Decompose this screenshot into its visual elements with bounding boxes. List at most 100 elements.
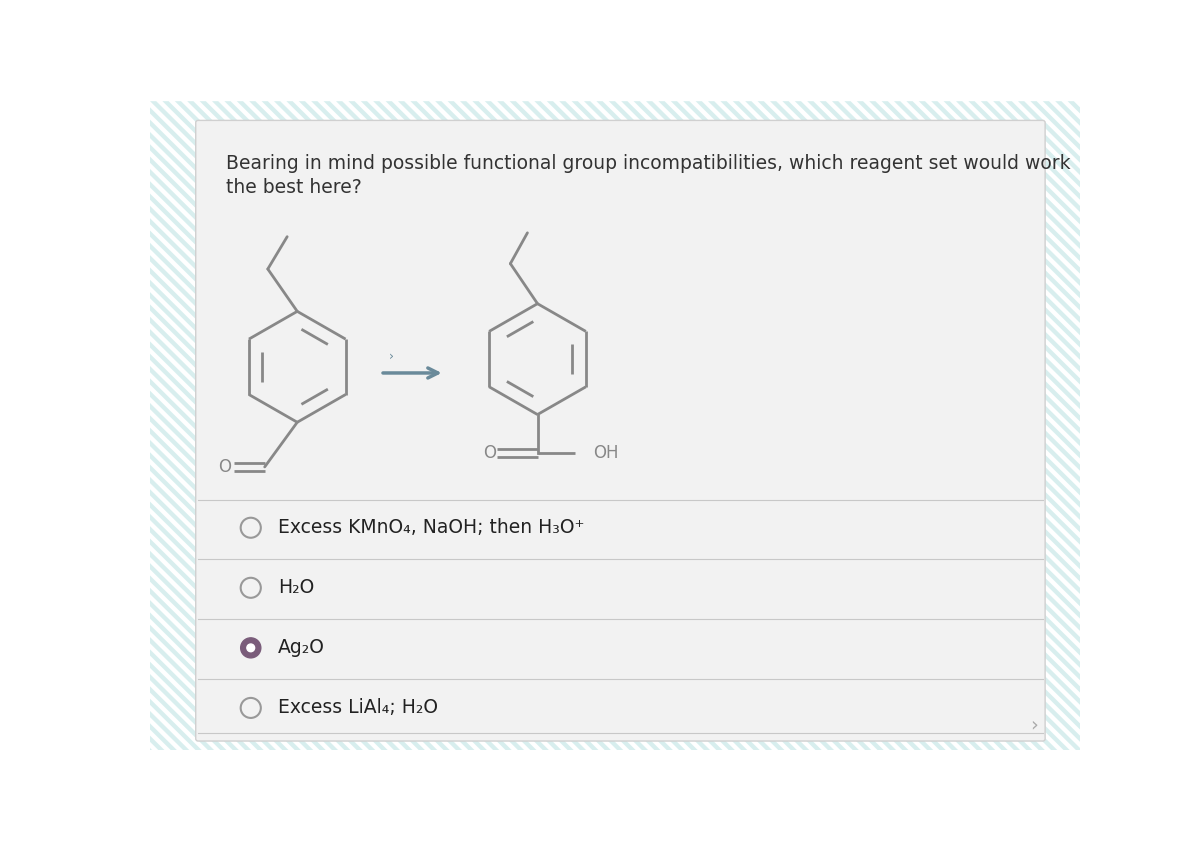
Polygon shape — [0, 101, 574, 750]
Polygon shape — [0, 101, 215, 750]
Polygon shape — [311, 101, 971, 750]
Polygon shape — [1092, 101, 1200, 750]
Polygon shape — [1043, 101, 1200, 750]
Polygon shape — [0, 101, 227, 750]
Polygon shape — [808, 101, 1200, 750]
Polygon shape — [1117, 101, 1200, 750]
Polygon shape — [1154, 101, 1200, 750]
Text: the best here?: the best here? — [226, 178, 361, 197]
Polygon shape — [162, 101, 822, 750]
Polygon shape — [720, 101, 1200, 750]
Polygon shape — [0, 101, 425, 750]
Polygon shape — [250, 101, 908, 750]
Polygon shape — [460, 101, 1120, 750]
Polygon shape — [0, 101, 611, 750]
Polygon shape — [64, 101, 722, 750]
Polygon shape — [0, 101, 487, 750]
Polygon shape — [0, 101, 239, 750]
Polygon shape — [13, 101, 673, 750]
Polygon shape — [0, 101, 450, 750]
Text: O: O — [482, 444, 496, 462]
Polygon shape — [0, 101, 127, 750]
Polygon shape — [0, 101, 499, 750]
Polygon shape — [436, 101, 1094, 750]
Polygon shape — [236, 101, 896, 750]
Text: O: O — [218, 458, 230, 476]
Polygon shape — [138, 101, 797, 750]
Polygon shape — [571, 101, 1200, 750]
Circle shape — [247, 644, 254, 652]
Polygon shape — [0, 101, 438, 750]
Polygon shape — [522, 101, 1182, 750]
Polygon shape — [348, 101, 1008, 750]
Polygon shape — [0, 101, 152, 750]
Polygon shape — [373, 101, 1033, 750]
Polygon shape — [0, 101, 252, 750]
Polygon shape — [0, 101, 388, 750]
Polygon shape — [622, 101, 1200, 750]
Polygon shape — [547, 101, 1200, 750]
Text: H₂O: H₂O — [278, 578, 314, 598]
Polygon shape — [608, 101, 1200, 750]
Polygon shape — [0, 101, 376, 750]
Polygon shape — [0, 101, 636, 750]
Polygon shape — [832, 101, 1200, 750]
Polygon shape — [733, 101, 1200, 750]
Polygon shape — [0, 101, 562, 750]
Polygon shape — [497, 101, 1157, 750]
Polygon shape — [88, 101, 748, 750]
Circle shape — [241, 638, 260, 658]
Polygon shape — [1166, 101, 1200, 750]
Polygon shape — [0, 101, 462, 750]
Polygon shape — [943, 101, 1200, 750]
Polygon shape — [113, 101, 773, 750]
Polygon shape — [0, 101, 512, 750]
Polygon shape — [0, 101, 301, 750]
Polygon shape — [0, 101, 313, 750]
Polygon shape — [0, 101, 140, 750]
Polygon shape — [125, 101, 785, 750]
Polygon shape — [0, 101, 401, 750]
Polygon shape — [0, 101, 624, 750]
Polygon shape — [919, 101, 1200, 750]
Polygon shape — [0, 101, 326, 750]
Polygon shape — [857, 101, 1200, 750]
Polygon shape — [1006, 101, 1200, 750]
Polygon shape — [0, 101, 264, 750]
Polygon shape — [287, 101, 946, 750]
Polygon shape — [0, 101, 78, 750]
Polygon shape — [696, 101, 1200, 750]
Polygon shape — [212, 101, 871, 750]
Polygon shape — [0, 101, 364, 750]
Polygon shape — [794, 101, 1200, 750]
FancyBboxPatch shape — [196, 121, 1045, 741]
Polygon shape — [782, 101, 1200, 750]
Polygon shape — [708, 101, 1200, 750]
Polygon shape — [0, 101, 53, 750]
Polygon shape — [1018, 101, 1200, 750]
Polygon shape — [1, 101, 661, 750]
Polygon shape — [361, 101, 1020, 750]
Polygon shape — [869, 101, 1200, 750]
Polygon shape — [980, 101, 1200, 750]
Text: Ag₂O: Ag₂O — [278, 638, 325, 658]
Polygon shape — [26, 101, 685, 750]
Polygon shape — [0, 101, 587, 750]
Polygon shape — [0, 101, 190, 750]
Polygon shape — [659, 101, 1200, 750]
Polygon shape — [336, 101, 996, 750]
Polygon shape — [175, 101, 834, 750]
Polygon shape — [0, 101, 41, 750]
Polygon shape — [584, 101, 1200, 750]
Text: ›: › — [1030, 716, 1037, 734]
Polygon shape — [0, 101, 413, 750]
Polygon shape — [0, 101, 648, 750]
Polygon shape — [1055, 101, 1200, 750]
Polygon shape — [0, 101, 202, 750]
Polygon shape — [410, 101, 1070, 750]
Polygon shape — [1105, 101, 1200, 750]
Polygon shape — [0, 101, 164, 750]
Polygon shape — [596, 101, 1200, 750]
Polygon shape — [770, 101, 1200, 750]
Polygon shape — [882, 101, 1200, 750]
